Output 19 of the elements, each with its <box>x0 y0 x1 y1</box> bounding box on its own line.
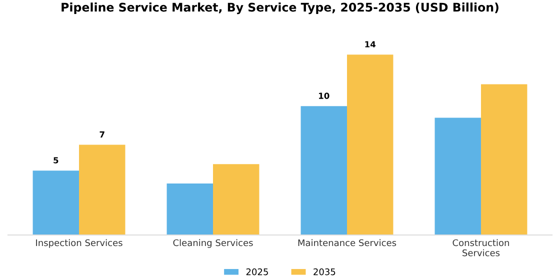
bar <box>213 164 260 235</box>
x-tick-label: Maintenance Services <box>298 239 396 246</box>
chart-title: Pipeline Service Market, By Service Type, 2025-2035 (USD Billion) <box>62 2 498 14</box>
bar <box>32 170 80 235</box>
data-label: 10 <box>319 92 330 99</box>
bar <box>480 84 528 235</box>
bar <box>166 183 214 235</box>
x-tick-label: Construction Services <box>452 239 509 256</box>
legend-label: 2035 <box>314 268 336 276</box>
x-tick-label: Cleaning Services <box>173 239 253 248</box>
bar <box>79 144 126 235</box>
bar <box>434 118 481 235</box>
data-label: 7 <box>100 131 104 138</box>
bar <box>346 54 394 235</box>
data-label: 5 <box>54 157 58 164</box>
legend-label: 2025 <box>246 268 268 276</box>
data-label: 14 <box>365 41 376 48</box>
x-tick-label: Inspection Services <box>36 239 122 248</box>
bar <box>300 106 347 235</box>
